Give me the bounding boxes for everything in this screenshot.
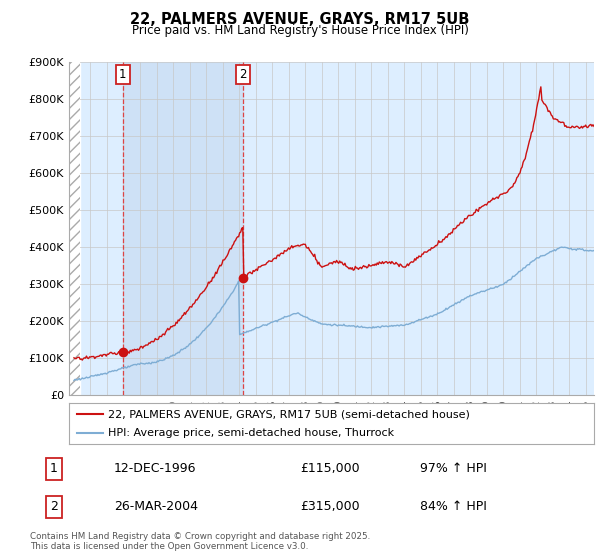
Bar (65, 62, 80, 395)
Bar (122, 62, 243, 395)
Text: 22, PALMERS AVENUE, GRAYS, RM17 5UB (semi-detached house): 22, PALMERS AVENUE, GRAYS, RM17 5UB (sem… (109, 409, 470, 419)
Text: 22, PALMERS AVENUE, GRAYS, RM17 5UB: 22, PALMERS AVENUE, GRAYS, RM17 5UB (130, 12, 470, 27)
Text: 2: 2 (50, 500, 58, 514)
Text: 2: 2 (239, 68, 247, 81)
Text: 97% ↑ HPI: 97% ↑ HPI (420, 462, 487, 475)
Text: £115,000: £115,000 (300, 462, 359, 475)
Text: 1: 1 (119, 68, 127, 81)
Text: 1: 1 (50, 462, 58, 475)
Text: 12-DEC-1996: 12-DEC-1996 (114, 462, 197, 475)
Text: 26-MAR-2004: 26-MAR-2004 (114, 500, 198, 514)
Text: HPI: Average price, semi-detached house, Thurrock: HPI: Average price, semi-detached house,… (109, 428, 395, 438)
Bar (65, 62, 80, 395)
Text: £315,000: £315,000 (300, 500, 359, 514)
Text: Contains HM Land Registry data © Crown copyright and database right 2025.
This d: Contains HM Land Registry data © Crown c… (30, 532, 370, 552)
Text: Price paid vs. HM Land Registry's House Price Index (HPI): Price paid vs. HM Land Registry's House … (131, 24, 469, 36)
Text: 84% ↑ HPI: 84% ↑ HPI (420, 500, 487, 514)
